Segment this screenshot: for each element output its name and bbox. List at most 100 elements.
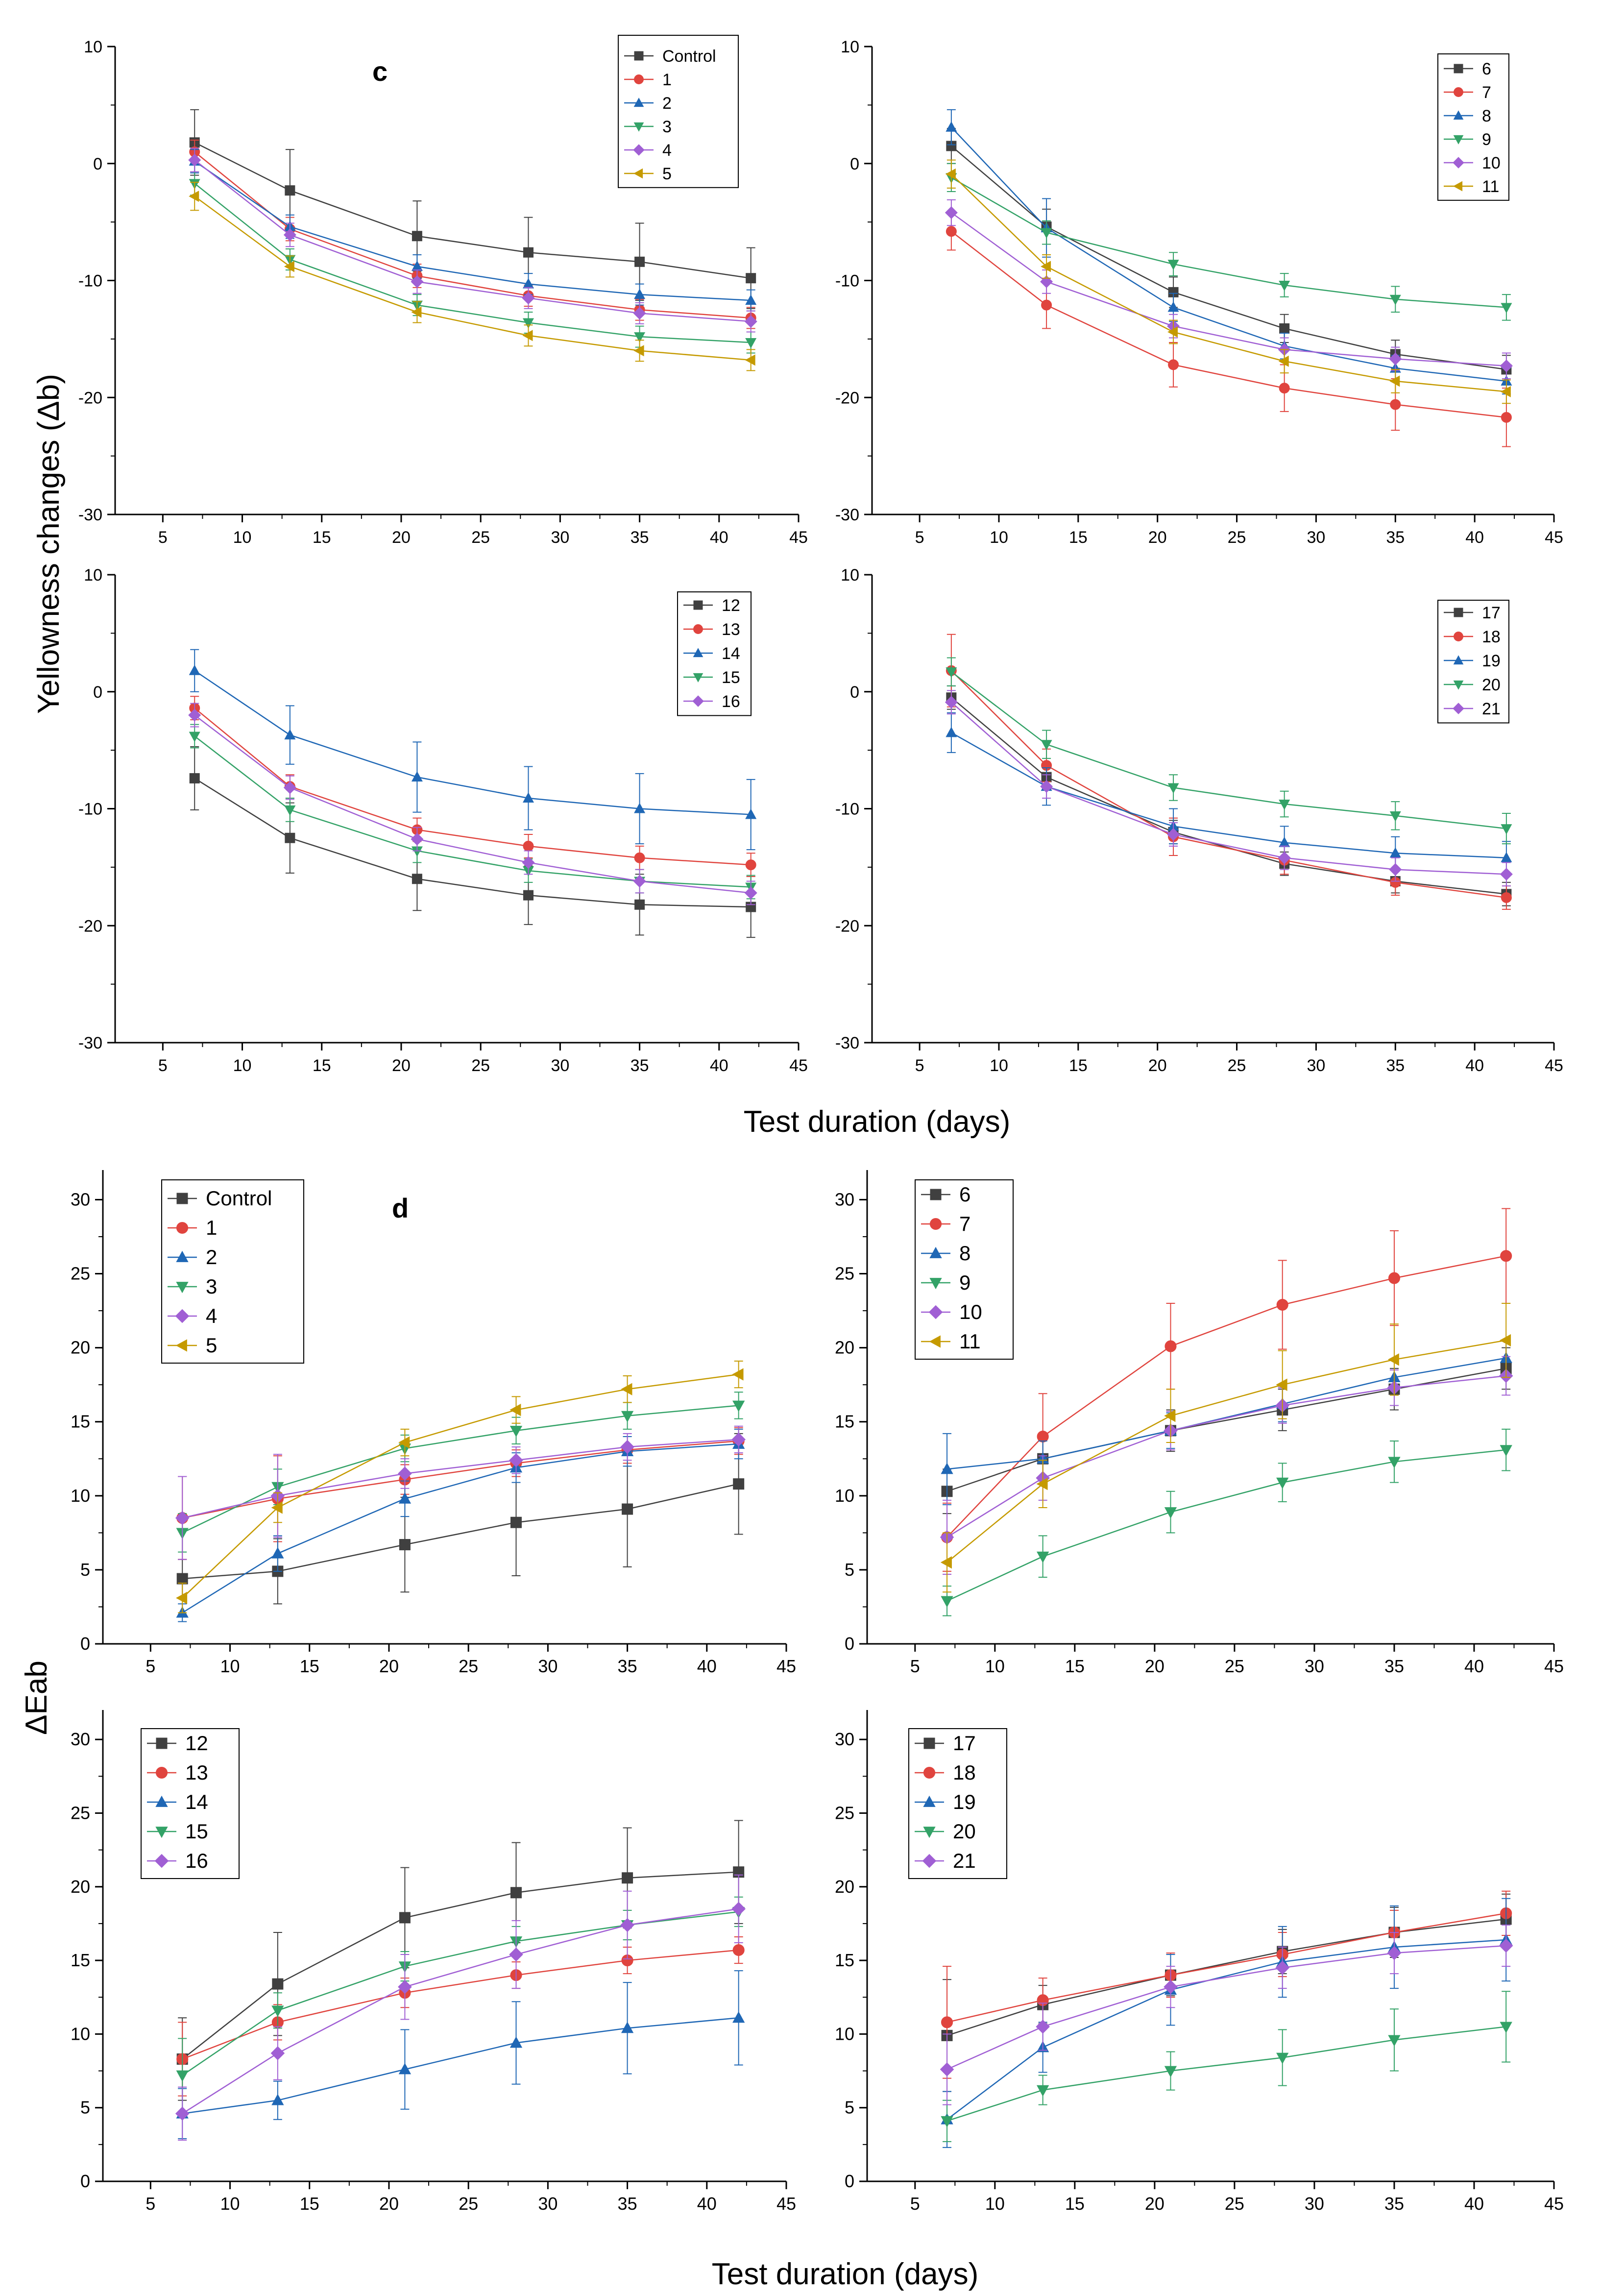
x-tick-label: 20 <box>1148 528 1167 547</box>
x-tick-label: 10 <box>990 528 1008 547</box>
data-point <box>509 2036 523 2048</box>
data-point <box>634 852 645 863</box>
y-tick-label: -10 <box>78 272 102 291</box>
data-point <box>621 1383 632 1395</box>
legend-marker <box>693 673 703 683</box>
legend-label: 16 <box>722 692 740 711</box>
legend-label: 1 <box>662 71 672 89</box>
series-line <box>194 183 751 343</box>
data-point <box>1164 1409 1176 1422</box>
panel-letter: c <box>372 56 388 87</box>
data-point <box>1037 2085 1049 2097</box>
data-point <box>1390 399 1401 410</box>
legend-marker <box>634 74 644 84</box>
data-point <box>1168 359 1179 370</box>
y-tick-label: -30 <box>78 506 102 524</box>
legend-label: 13 <box>722 620 740 639</box>
y-tick-label: 5 <box>845 1560 854 1580</box>
series-4 <box>188 147 757 333</box>
data-point <box>733 1478 745 1490</box>
series-21 <box>940 1924 1513 2105</box>
data-point <box>271 2094 284 2105</box>
legend-label: 18 <box>953 1761 976 1784</box>
data-point <box>621 2022 634 2033</box>
legend-label: 20 <box>1482 676 1501 694</box>
data-point <box>188 153 201 167</box>
legend-label: 9 <box>1482 130 1491 149</box>
x-tick-label: 20 <box>1148 1056 1167 1075</box>
series-line <box>182 1443 739 1613</box>
y-tick-label: 0 <box>850 683 859 702</box>
x-tick-label: 10 <box>233 1056 252 1075</box>
legend-label: 4 <box>662 141 672 160</box>
data-point <box>945 168 956 180</box>
data-point <box>1167 326 1178 338</box>
data-point <box>398 2063 412 2075</box>
legend-marker <box>154 1854 169 1868</box>
data-point <box>1167 783 1179 794</box>
legend-label: 7 <box>1482 83 1491 102</box>
legend-label: 10 <box>1482 154 1501 172</box>
legend-marker <box>155 1766 168 1779</box>
legend-marker <box>176 1250 189 1262</box>
series-line <box>951 702 1506 875</box>
data-point <box>731 1432 746 1447</box>
legend-label: 18 <box>1482 628 1501 646</box>
y-tick-label: 30 <box>71 1729 90 1749</box>
legend-marker <box>1454 608 1463 617</box>
x-tick-label: 15 <box>300 2194 319 2214</box>
series-16 <box>175 1874 746 2141</box>
x-tick-label: 20 <box>1145 1656 1164 1676</box>
legend-marker <box>1454 64 1463 73</box>
data-point <box>271 1547 284 1559</box>
data-point <box>634 332 646 343</box>
legend-label: 21 <box>1482 700 1501 718</box>
data-point <box>622 1503 633 1515</box>
legend-marker <box>923 1766 936 1779</box>
legend-marker <box>923 1827 936 1838</box>
series-7 <box>941 1208 1512 1572</box>
data-point <box>1278 851 1291 864</box>
legend-label: 9 <box>959 1271 970 1294</box>
data-point <box>272 1978 284 1990</box>
data-point <box>1499 1334 1511 1347</box>
series-9 <box>941 1428 1512 1616</box>
data-point <box>523 840 534 852</box>
y-tick-label: 5 <box>845 2098 854 2118</box>
x-tick-label: 45 <box>1545 1056 1563 1075</box>
x-tick-label: 45 <box>776 1656 796 1676</box>
series-line <box>182 1908 739 2114</box>
y-tick-label: 10 <box>84 38 102 56</box>
y-tick-label: 25 <box>835 1264 854 1284</box>
x-tick-label: 30 <box>551 1056 569 1075</box>
legend-label: 10 <box>959 1300 982 1323</box>
data-point <box>1275 1960 1290 1975</box>
x-tick-label: 15 <box>1069 528 1088 547</box>
legend-marker <box>922 1854 937 1868</box>
data-point <box>411 771 423 782</box>
series-control <box>189 109 756 309</box>
x-tick-label: 5 <box>915 1056 924 1075</box>
data-point <box>1164 2066 1177 2077</box>
x-tick-label: 35 <box>618 2194 637 2214</box>
data-point <box>1276 1378 1287 1391</box>
x-tick-label: 35 <box>1386 528 1405 547</box>
data-point <box>634 256 645 267</box>
data-point <box>522 292 535 305</box>
data-point <box>509 1403 521 1417</box>
legend-label: 12 <box>722 596 740 615</box>
data-point <box>1279 281 1290 292</box>
series-line <box>946 1340 1506 1563</box>
series-line <box>946 1255 1506 1538</box>
data-point <box>189 773 200 783</box>
legend-label: 14 <box>185 1790 208 1813</box>
x-tick-label: 45 <box>789 528 808 547</box>
data-point <box>731 1902 746 1916</box>
data-point <box>189 191 199 202</box>
series-line <box>194 714 751 894</box>
series-14 <box>189 649 757 851</box>
legend-marker <box>928 1305 943 1319</box>
legend-marker <box>1454 87 1463 97</box>
